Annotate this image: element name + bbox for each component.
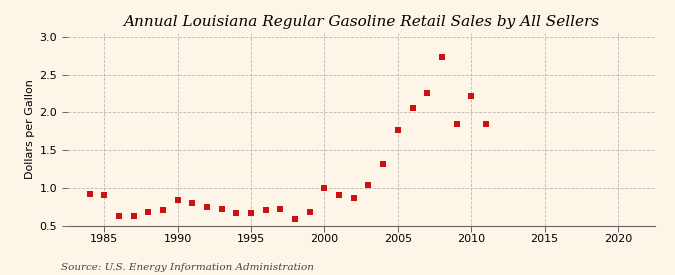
Point: [128, 214, 139, 219]
Point: [407, 106, 418, 110]
Point: [216, 207, 227, 211]
Point: [202, 204, 213, 209]
Point: [392, 128, 403, 133]
Point: [481, 122, 491, 127]
Point: [378, 161, 389, 166]
Point: [113, 214, 124, 219]
Point: [466, 94, 477, 98]
Point: [304, 210, 315, 214]
Point: [261, 208, 271, 213]
Text: Source: U.S. Energy Information Administration: Source: U.S. Energy Information Administ…: [61, 263, 314, 271]
Y-axis label: Dollars per Gallon: Dollars per Gallon: [25, 79, 35, 179]
Point: [319, 186, 330, 190]
Point: [172, 198, 183, 202]
Title: Annual Louisiana Regular Gasoline Retail Sales by All Sellers: Annual Louisiana Regular Gasoline Retail…: [123, 15, 599, 29]
Point: [290, 217, 300, 222]
Point: [363, 183, 374, 188]
Point: [333, 193, 344, 197]
Point: [187, 201, 198, 205]
Point: [275, 207, 286, 211]
Point: [437, 55, 448, 59]
Point: [231, 210, 242, 215]
Point: [422, 91, 433, 96]
Point: [451, 121, 462, 126]
Point: [246, 211, 256, 216]
Point: [99, 193, 109, 197]
Point: [348, 196, 359, 200]
Point: [143, 210, 154, 214]
Point: [157, 208, 168, 213]
Point: [84, 192, 95, 196]
